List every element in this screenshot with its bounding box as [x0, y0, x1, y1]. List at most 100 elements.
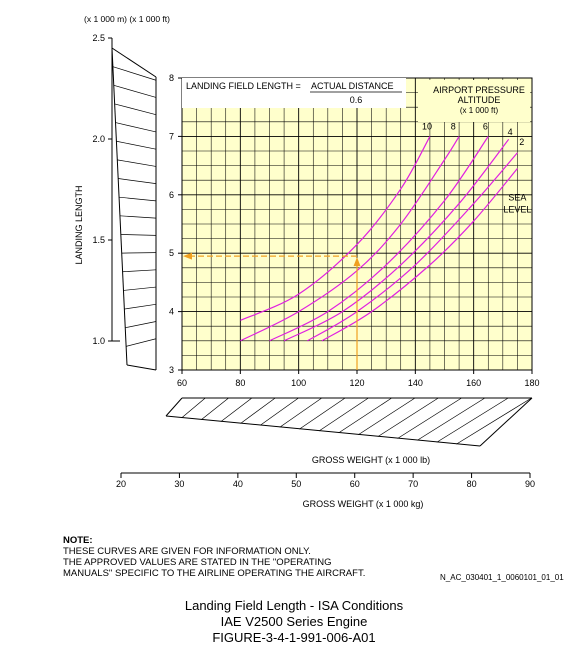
- y-tick-label-ft: 3: [169, 365, 174, 375]
- band-hatch-line: [456, 397, 532, 445]
- scale-hatch-line: [112, 66, 157, 81]
- metric-tick-label: 1.5: [92, 235, 105, 245]
- scale-hatch-line: [124, 303, 157, 310]
- x-tick-label-lb: 160: [466, 378, 481, 388]
- series-label: 10: [422, 121, 432, 131]
- scale-hatch-line: [115, 122, 157, 133]
- metric-length-scale: [108, 37, 157, 371]
- y-tick-label-ft: 5: [169, 248, 174, 258]
- note-block: NOTE: THESE CURVES ARE GIVEN FOR INFORMA…: [63, 535, 365, 579]
- altitude-curve-2: [307, 152, 518, 342]
- x-tick-label-lb: 180: [524, 378, 539, 388]
- scale-hatch-line: [119, 196, 157, 202]
- legend-title-line: (x 1 000 ft): [460, 106, 499, 115]
- note-line-3: MANUALS" SPECIFIC TO THE AIRLINE OPERATI…: [63, 568, 366, 579]
- x-tick-label-lb: 60: [177, 378, 187, 388]
- metric-tick-label: 1.0: [92, 336, 105, 346]
- formula-numerator: ACTUAL DISTANCE: [311, 81, 394, 91]
- kg-tick-label: 50: [291, 479, 301, 489]
- band-hatch-line: [259, 397, 299, 426]
- band-hatch-line: [377, 397, 439, 437]
- band-left-edge: [165, 397, 183, 417]
- legend-title-line: AIRPORT PRESSURE: [433, 85, 525, 95]
- series-label: 8: [451, 121, 456, 131]
- figure-caption: Landing Field Length - ISA Conditions IA…: [0, 598, 588, 646]
- curves: [183, 136, 518, 370]
- scale-edge-bottom: [126, 364, 157, 371]
- plot-area: [178, 77, 533, 374]
- band-hatch-line: [220, 397, 253, 422]
- legend-box: [418, 80, 530, 122]
- caption-title: Landing Field Length - ISA Conditions: [184, 598, 404, 613]
- caption-figure-id: FIGURE-3-4-1-991-006-A01: [212, 630, 376, 645]
- series-label: 6: [483, 121, 488, 131]
- kg-tick-label: 80: [467, 479, 477, 489]
- kg-tick-label: 70: [408, 479, 418, 489]
- altitude-curve-10: [240, 136, 431, 321]
- band-hatch-line: [299, 397, 346, 430]
- band-hatch-line: [201, 397, 229, 421]
- band-hatch-line: [338, 397, 392, 434]
- scale-hatch-line: [119, 215, 157, 219]
- x-tick-label-lb: 80: [235, 378, 245, 388]
- altitude-curve-4: [283, 138, 510, 342]
- scale-hatch-line: [122, 269, 157, 273]
- example-arrow-left: [183, 252, 192, 260]
- x-axis-label-kg: GROSS WEIGHT (x 1 000 kg): [303, 499, 424, 509]
- band-hatch-line: [279, 397, 322, 428]
- kg-tick-label: 30: [174, 479, 184, 489]
- kg-tick-label: 20: [116, 479, 126, 489]
- kg-tick-label: 40: [233, 479, 243, 489]
- band-bottom-edge: [165, 415, 481, 447]
- legend-title-line: ALTITUDE: [458, 95, 501, 105]
- scale-hatch-line: [113, 84, 157, 98]
- scale-hatch-line: [116, 140, 157, 150]
- y-tick-label-ft: 4: [169, 307, 174, 317]
- top-unit-labels: (x 1 000 m) (x 1 000 ft): [84, 14, 170, 24]
- band-hatch-line: [240, 397, 276, 424]
- reference-code: N_AC_030401_1_0060101_01_01: [440, 573, 564, 582]
- note-line-1: THESE CURVES ARE GIVEN FOR INFORMATION O…: [63, 546, 311, 557]
- altitude-curve-6: [269, 136, 489, 342]
- x-tick-label-lb: 120: [349, 378, 364, 388]
- altitude-curve-8: [240, 136, 460, 342]
- band-hatch-line: [436, 397, 509, 443]
- weight-scales: [120, 397, 533, 478]
- scale-edge-left: [111, 47, 128, 366]
- scale-hatch-line: [126, 338, 157, 347]
- y-tick-label-ft: 7: [169, 131, 174, 141]
- example-arrow-up: [353, 257, 361, 267]
- scale-hatch-line: [118, 178, 157, 184]
- scale-hatch-line: [121, 252, 157, 254]
- scale-hatch-line: [117, 159, 157, 167]
- series-label: SEA: [508, 193, 526, 203]
- formula-denominator: 0.6: [350, 95, 363, 105]
- band-hatch-line: [416, 397, 486, 441]
- series-label: 4: [508, 127, 513, 137]
- note-heading: NOTE:: [63, 535, 93, 546]
- y-tick-label-ft: 8: [169, 73, 174, 83]
- band-hatch-line: [397, 397, 462, 439]
- band-hatch-line: [318, 397, 369, 432]
- scale-edge-top: [111, 47, 157, 78]
- note-line-2: THE APPROVED VALUES ARE STATED IN THE "O…: [63, 557, 332, 568]
- y-axis-label: LANDING LENGTH: [74, 185, 84, 264]
- formula-prefix: LANDING FIELD LENGTH =: [186, 81, 301, 91]
- x-tick-label-lb: 140: [408, 378, 423, 388]
- band-hatch-line: [358, 397, 416, 436]
- scale-hatch-line: [114, 103, 157, 116]
- title-box: [182, 78, 406, 108]
- band-hatch-line: [181, 397, 206, 419]
- x-axis-label-lb: GROSS WEIGHT (x 1 000 lb): [312, 455, 430, 465]
- metric-tick-label: 2.0: [92, 134, 105, 144]
- caption-engine: IAE V2500 Series Engine: [220, 614, 368, 629]
- band-right-edge: [479, 397, 533, 447]
- series-label: 2: [519, 137, 524, 147]
- kg-tick-label: 90: [525, 479, 535, 489]
- series-label: LEVEL: [503, 204, 531, 214]
- scale-hatch-line: [123, 286, 157, 291]
- metric-tick-label: 2.5: [92, 33, 105, 43]
- scale-hatch-line: [125, 321, 157, 329]
